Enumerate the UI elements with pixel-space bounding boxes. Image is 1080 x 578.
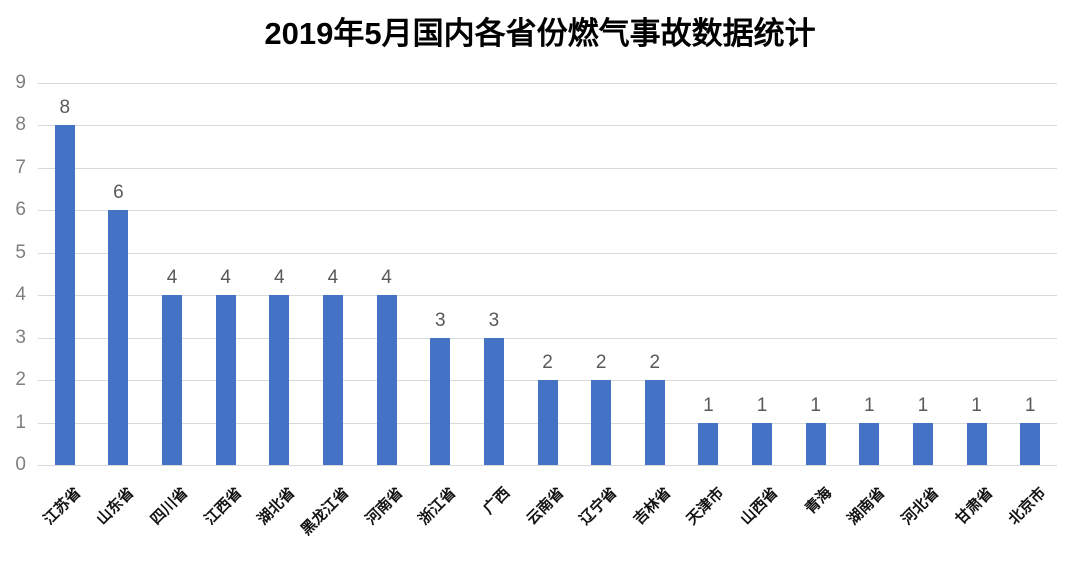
x-axis-category-label: 湖北省 bbox=[254, 484, 299, 529]
y-gridline bbox=[38, 83, 1057, 84]
chart-bar bbox=[698, 422, 719, 465]
chart-title: 2019年5月国内各省份燃气事故数据统计 bbox=[264, 16, 816, 51]
chart-bar bbox=[215, 295, 236, 465]
bar-value-label: 3 bbox=[434, 309, 446, 331]
bar-value-label: 4 bbox=[166, 267, 178, 289]
bar-value-label: 1 bbox=[971, 394, 982, 416]
bar-value-label: 1 bbox=[863, 394, 875, 416]
x-axis-category-label: 黑龙江省 bbox=[297, 484, 353, 539]
chart-bar bbox=[430, 337, 451, 465]
y-axis-tick-label: 2 bbox=[15, 369, 26, 391]
y-axis-tick-label: 9 bbox=[15, 72, 26, 94]
x-axis-category-label: 广西 bbox=[479, 484, 514, 518]
y-axis-tick-label: 0 bbox=[15, 454, 26, 476]
x-axis-category-label: 天津市 bbox=[683, 484, 728, 529]
bar-value-label: 1 bbox=[917, 394, 929, 416]
chart-bar bbox=[54, 125, 75, 465]
y-axis-tick-label: 3 bbox=[15, 326, 26, 348]
y-axis-tick-label: 4 bbox=[15, 284, 26, 306]
x-axis-category-label: 江西省 bbox=[201, 484, 246, 529]
x-axis-category-label: 山西省 bbox=[737, 484, 782, 529]
chart-bar bbox=[752, 422, 773, 465]
bar-value-label: 4 bbox=[274, 267, 285, 289]
x-axis-category-label: 浙江省 bbox=[415, 484, 460, 529]
y-axis-tick-label: 7 bbox=[15, 156, 26, 178]
chart-bar bbox=[644, 380, 665, 465]
chart-bar bbox=[1020, 422, 1041, 465]
bar-value-label: 2 bbox=[542, 352, 553, 374]
chart-bar bbox=[162, 295, 183, 465]
y-gridline bbox=[38, 295, 1057, 297]
x-axis-category-label: 吉林省 bbox=[630, 484, 675, 529]
bar-value-label: 2 bbox=[595, 352, 607, 374]
bar-value-label: 1 bbox=[756, 394, 768, 416]
bar-value-label: 8 bbox=[59, 97, 71, 119]
chart-bar bbox=[859, 422, 880, 465]
x-axis-category-label: 河南省 bbox=[362, 484, 406, 529]
x-axis-category-label: 河北省 bbox=[898, 484, 943, 529]
bar-value-label: 4 bbox=[381, 267, 392, 289]
y-gridline bbox=[38, 337, 1057, 339]
chart-bar bbox=[537, 380, 558, 465]
bar-value-label: 1 bbox=[703, 394, 714, 416]
bar-value-label: 1 bbox=[810, 394, 821, 416]
bar-value-label: 4 bbox=[327, 267, 339, 289]
x-axis-category-label: 北京市 bbox=[1005, 484, 1050, 529]
chart-bar bbox=[966, 422, 987, 465]
y-gridline bbox=[38, 252, 1057, 254]
y-gridline bbox=[38, 210, 1057, 212]
x-axis-category-label: 云南省 bbox=[522, 484, 567, 529]
y-gridline bbox=[38, 465, 1057, 466]
bar-value-label: 4 bbox=[220, 267, 231, 289]
bar-value-label: 2 bbox=[649, 352, 661, 374]
y-gridline bbox=[38, 125, 1057, 127]
bar-value-label: 3 bbox=[488, 309, 500, 331]
x-axis-category-label: 山东省 bbox=[93, 484, 138, 529]
chart-bar bbox=[269, 295, 290, 465]
x-axis-category-label: 江苏省 bbox=[40, 484, 85, 529]
y-axis-tick-label: 5 bbox=[15, 241, 26, 263]
x-axis-category-label: 四川省 bbox=[147, 484, 192, 529]
chart-bar bbox=[322, 295, 343, 465]
x-axis-category-label: 辽宁省 bbox=[576, 484, 621, 529]
x-axis-category-label: 湖南省 bbox=[844, 484, 889, 529]
chart-bar bbox=[483, 337, 504, 465]
chart-bar bbox=[376, 295, 397, 465]
y-gridline bbox=[38, 167, 1057, 169]
chart-bar bbox=[108, 210, 129, 465]
x-axis-category-label: 青海 bbox=[801, 484, 835, 518]
bar-value-label: 6 bbox=[113, 182, 124, 204]
chart-bar bbox=[591, 380, 612, 465]
bar-value-label: 1 bbox=[1024, 394, 1036, 416]
chart-bar bbox=[912, 422, 933, 465]
y-axis-tick-label: 6 bbox=[15, 199, 26, 221]
chart-bar bbox=[805, 422, 826, 465]
y-axis-tick-label: 8 bbox=[15, 114, 26, 136]
x-axis-category-label: 甘肃省 bbox=[952, 484, 996, 529]
y-axis-tick-label: 1 bbox=[15, 411, 26, 433]
